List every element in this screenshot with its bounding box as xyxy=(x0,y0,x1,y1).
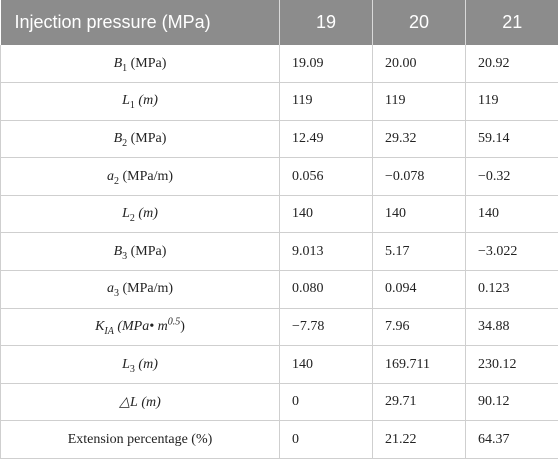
row-subscript: IA xyxy=(104,325,114,337)
header-row: Injection pressure (MPa) 19 20 21 xyxy=(0,0,558,45)
table-cell: 90.12 xyxy=(465,383,558,422)
table-cell: 0.056 xyxy=(279,157,373,196)
table-cell: 29.71 xyxy=(372,383,466,422)
row-unit: (m) xyxy=(138,93,158,109)
table-cell: −0.32 xyxy=(465,157,558,196)
row-label: L3 (m) xyxy=(0,345,280,384)
row-symbol: L xyxy=(122,206,130,222)
table-row: B1 (MPa) 19.09 20.00 20.92 xyxy=(0,45,558,84)
table-cell: 34.88 xyxy=(465,308,558,347)
row-label: B3 (MPa) xyxy=(0,232,280,272)
row-symbol: L xyxy=(122,356,130,372)
table-cell: 5.17 xyxy=(372,232,466,272)
table-row: a3 (MPa/m) 0.080 0.094 0.123 xyxy=(0,270,558,309)
row-unit: (MPa) xyxy=(130,55,167,71)
table-row: B3 (MPa) 9.013 5.17 −3.022 xyxy=(0,232,558,272)
row-label: a3 (MPa/m) xyxy=(0,270,280,309)
table-cell: −7.78 xyxy=(279,308,373,347)
row-subscript: 3 xyxy=(129,363,135,375)
table-cell: 59.14 xyxy=(465,120,558,159)
row-unit: (m) xyxy=(141,394,161,410)
row-subscript: 3 xyxy=(122,250,128,262)
row-symbol: a xyxy=(106,168,114,184)
table-cell: 0.094 xyxy=(372,270,466,309)
table-cell: −3.022 xyxy=(465,232,558,272)
table-cell: 140 xyxy=(372,195,466,234)
row-subscript: 1 xyxy=(129,100,135,112)
row-label: B2 (MPa) xyxy=(0,120,280,159)
header-col-21: 21 xyxy=(502,12,523,32)
table-cell: 12.49 xyxy=(279,120,373,159)
table-cell: 0 xyxy=(279,383,373,422)
row-label: L2 (m) xyxy=(0,195,280,234)
row-unit: (MPa) xyxy=(130,130,167,146)
table-row: Extension percentage (%) 0 21.22 64.37 xyxy=(0,420,558,459)
row-label: L1 (m) xyxy=(0,82,280,121)
row-subscript: 1 xyxy=(122,62,128,74)
table-cell: 169.711 xyxy=(372,345,466,384)
table-row: △L (m) 0 29.71 90.12 xyxy=(0,383,558,422)
table-cell: 119 xyxy=(279,82,373,121)
row-unit: (m) xyxy=(138,356,158,372)
row-subscript: 2 xyxy=(129,212,135,224)
row-symbol: B xyxy=(113,55,123,71)
table-cell: 7.96 xyxy=(372,308,466,347)
row-label: Extension percentage (%) xyxy=(0,420,280,459)
table-row: L3 (m) 140 169.711 230.12 xyxy=(0,345,558,384)
header-label: Injection pressure (MPa) xyxy=(0,0,280,45)
table-cell: 140 xyxy=(279,195,373,234)
table-cell: 230.12 xyxy=(465,345,558,384)
table-cell: 119 xyxy=(465,82,558,121)
table-cell: 9.013 xyxy=(279,232,373,272)
table-row: a2 (MPa/m) 0.056 −0.078 −0.32 xyxy=(0,157,558,196)
row-subscript: 2 xyxy=(113,175,119,187)
table-cell: 0 xyxy=(279,420,373,459)
table-cell: 0.080 xyxy=(279,270,373,309)
table-cell: 119 xyxy=(372,82,466,121)
row-symbol: B xyxy=(113,130,123,146)
row-symbol: L xyxy=(122,93,130,109)
table-cell: 21.22 xyxy=(372,420,466,459)
table-cell: 19.09 xyxy=(279,45,373,84)
table-cell: 0.123 xyxy=(465,270,558,309)
table-cell: 29.32 xyxy=(372,120,466,159)
table-cell: 20.92 xyxy=(465,45,558,84)
table-cell: 64.37 xyxy=(465,420,558,459)
row-unit: (MPa• m xyxy=(117,318,168,334)
table-row: L2 (m) 140 140 140 xyxy=(0,195,558,234)
row-subscript: 3 xyxy=(113,288,119,300)
row-label-text: Extension percentage (%) xyxy=(67,431,213,447)
row-symbol: K xyxy=(95,318,105,334)
row-label: B1 (MPa) xyxy=(0,45,280,84)
row-label: a2 (MPa/m) xyxy=(0,157,280,196)
row-label: △L (m) xyxy=(0,383,280,422)
row-symbol: B xyxy=(113,243,123,259)
row-unit-close: ) xyxy=(180,318,185,334)
row-symbol: a xyxy=(106,281,114,297)
row-subscript: 2 xyxy=(122,137,128,149)
table-cell: 20.00 xyxy=(372,45,466,84)
header-col-20: 20 xyxy=(372,0,466,45)
header-col-19: 19 xyxy=(279,0,373,45)
row-superscript: 0.5 xyxy=(167,316,181,328)
table-cell: −0.078 xyxy=(372,157,466,196)
row-unit: (MPa) xyxy=(130,243,167,259)
table-body: B1 (MPa) 19.09 20.00 20.92 L1 (m) 119 119 119 B2… xyxy=(0,45,558,459)
table-row: B2 (MPa) 12.49 29.32 59.14 xyxy=(0,120,558,159)
row-unit: (MPa/m) xyxy=(122,168,174,184)
row-symbol: △L xyxy=(119,394,138,410)
row-label: KIA (MPa• m0.5) xyxy=(0,308,280,347)
table-row: L1 (m) 119 119 119 xyxy=(0,82,558,121)
table-row: KIA (MPa• m0.5) −7.78 7.96 34.88 xyxy=(0,308,558,347)
row-unit: (m) xyxy=(138,206,158,222)
table-cell: 140 xyxy=(465,195,558,234)
row-unit: (MPa/m) xyxy=(122,281,174,297)
table-cell: 140 xyxy=(279,345,373,384)
